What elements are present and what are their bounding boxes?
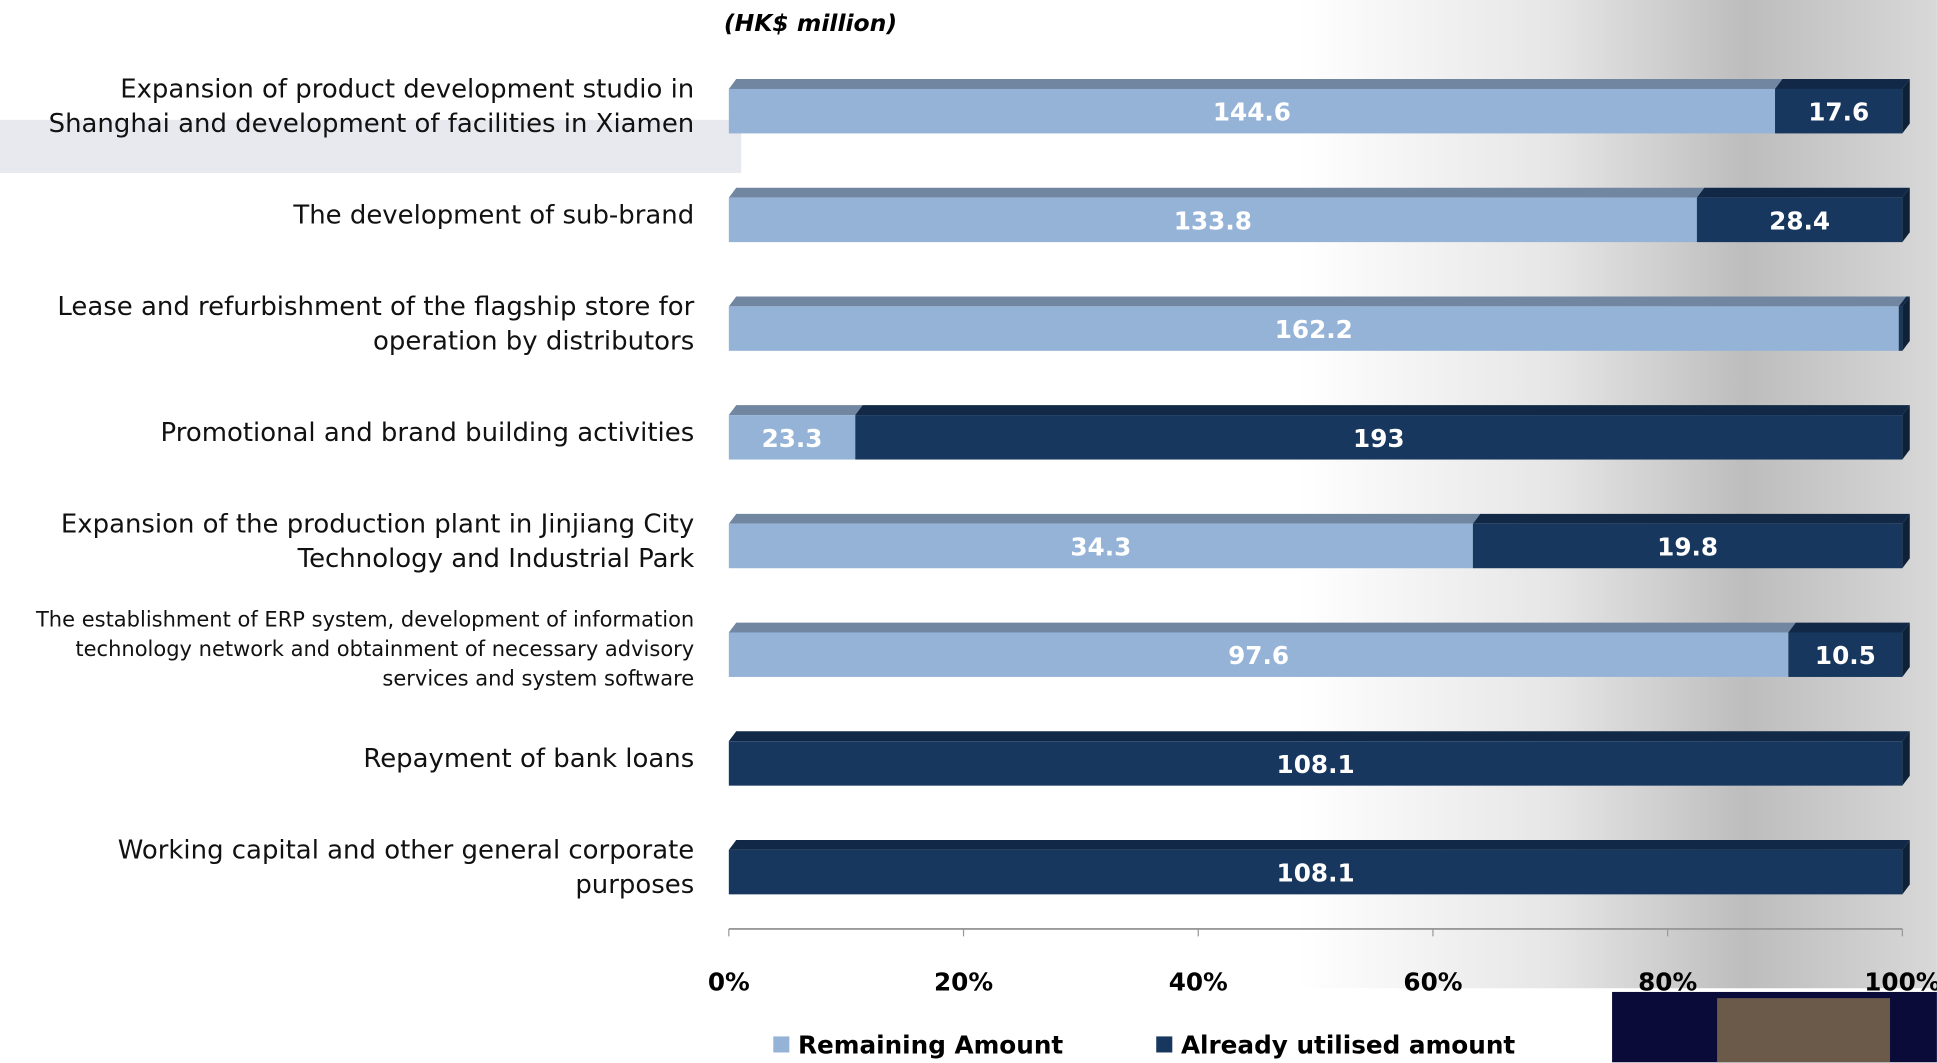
- legend-label: Already utilised amount: [1181, 1030, 1515, 1059]
- bar-top: [1898, 296, 1910, 307]
- value-label: 17.6: [1808, 98, 1869, 127]
- value-label: 10.5: [1815, 641, 1876, 670]
- value-label: 108.1: [1277, 859, 1355, 888]
- bar-top: [728, 405, 863, 416]
- bar-side: [1902, 731, 1910, 786]
- category-label: The establishment of ERP system, develop…: [35, 607, 695, 692]
- x-tick-label: 0%: [708, 967, 750, 996]
- bar-top: [1775, 79, 1910, 89]
- category-label: Lease and refurbishment of the flagship …: [57, 291, 695, 356]
- bar: [855, 415, 1903, 460]
- bar-top: [1696, 187, 1910, 198]
- bar-top: [728, 79, 1783, 89]
- bar-top: [1788, 622, 1910, 633]
- value-label: 193: [1353, 424, 1405, 453]
- value-label: 133.8: [1174, 206, 1252, 235]
- bar: [1788, 632, 1903, 677]
- value-label: 34.3: [1070, 532, 1131, 561]
- bar: [728, 523, 1473, 569]
- x-tick-label: 100%: [1864, 967, 1937, 996]
- bar: [728, 741, 1903, 786]
- bar: [1472, 523, 1903, 569]
- bar-top: [728, 840, 1910, 850]
- bar: [1898, 306, 1903, 351]
- value-label: 19.8: [1657, 532, 1718, 561]
- bar: [728, 197, 1697, 243]
- value-label: 28.4: [1769, 206, 1830, 235]
- bar-top: [728, 513, 1481, 524]
- x-tick-label: 60%: [1403, 967, 1462, 996]
- bar-side: [1902, 513, 1910, 569]
- bar: [728, 849, 1903, 895]
- category-label: Promotional and brand building activitie…: [160, 417, 695, 448]
- legend-label: Remaining Amount: [798, 1030, 1063, 1059]
- subtitle: (HK$ million): [724, 9, 897, 37]
- value-label: 144.6: [1213, 98, 1291, 127]
- x-tick-label: 20%: [934, 967, 993, 996]
- bar-side: [1902, 296, 1910, 351]
- value-label: 162.2: [1275, 315, 1353, 344]
- bar: [728, 415, 856, 460]
- value-label: 97.6: [1228, 641, 1289, 670]
- bar-side: [1902, 79, 1910, 134]
- logo: [1612, 991, 1937, 1063]
- bar-side: [1902, 840, 1910, 895]
- bar-side: [1902, 187, 1910, 243]
- value-label: 23.3: [762, 424, 823, 453]
- highlight-band: [0, 119, 742, 173]
- bar-top: [728, 731, 1910, 742]
- bar: [1775, 88, 1903, 134]
- bar-top: [728, 296, 1907, 307]
- bar: [728, 306, 1899, 351]
- bar-side: [1902, 405, 1910, 460]
- bar-top: [728, 622, 1796, 633]
- category-label: The development of sub-brand: [293, 200, 695, 230]
- category-label: Expansion of product development studio …: [48, 74, 695, 139]
- bar-side: [1902, 622, 1910, 677]
- bar-top: [1472, 513, 1910, 524]
- category-label: Expansion of the production plant in Jin…: [60, 508, 695, 574]
- background-photo: [1297, 0, 1937, 989]
- x-tick-label: 80%: [1638, 967, 1697, 996]
- legend-swatch: [773, 1036, 790, 1053]
- bar-top: [855, 405, 1910, 416]
- legend-swatch: [1156, 1036, 1173, 1053]
- bar: [1696, 197, 1903, 243]
- category-label: Working capital and other general corpor…: [117, 835, 695, 900]
- category-label: Repayment of bank loans: [363, 743, 695, 774]
- bar-top: [728, 187, 1705, 198]
- x-tick-label: 40%: [1169, 967, 1228, 996]
- bar: [728, 632, 1789, 677]
- bar: [728, 88, 1776, 134]
- value-label: 108.1: [1277, 750, 1355, 779]
